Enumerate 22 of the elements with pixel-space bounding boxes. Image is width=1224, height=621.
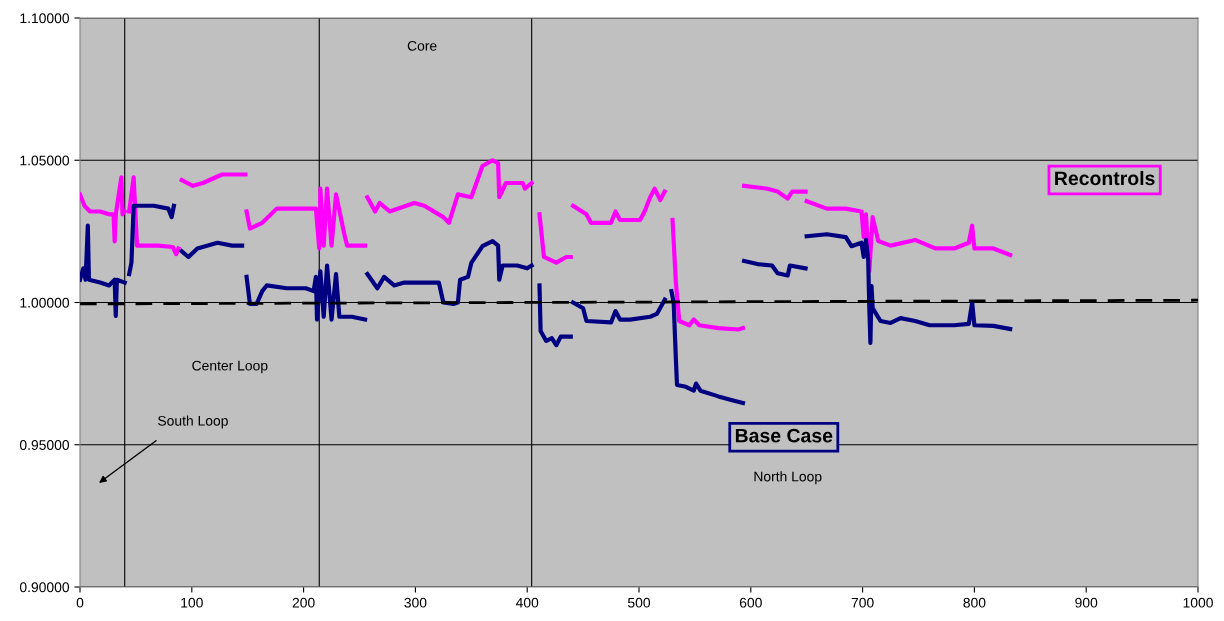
x-tick-label: 900 (1075, 597, 1098, 608)
text: Recontrols (1055, 170, 1155, 186)
x-tick-label: 500 (627, 597, 651, 608)
annotation: Core (407, 40, 437, 51)
x-tick-label: 100 (181, 597, 203, 608)
x-tick-label: 700 (851, 597, 874, 608)
x-tick-label: 0 (76, 597, 84, 608)
x-tick-label: 400 (515, 597, 539, 608)
x-tick-label: 800 (963, 597, 986, 608)
x-tick-label: 1000 (1183, 597, 1213, 608)
annotation: Center Loop (192, 360, 268, 374)
y-tick-label: 1.05000 (20, 155, 70, 166)
annotation: South Loop (158, 415, 228, 429)
annotation: North Loop (754, 471, 822, 485)
series-label: Base Case (735, 428, 833, 443)
x-tick-label: 600 (739, 597, 762, 608)
y-tick-label: 1.00000 (20, 297, 70, 308)
y-tick-label: 1.10000 (20, 13, 70, 24)
x-tick-label: 200 (292, 597, 315, 608)
y-tick-label: 0.95000 (19, 440, 70, 450)
x-tick-label: 300 (404, 597, 427, 608)
y-tick-label: 0.90000 (19, 582, 70, 593)
